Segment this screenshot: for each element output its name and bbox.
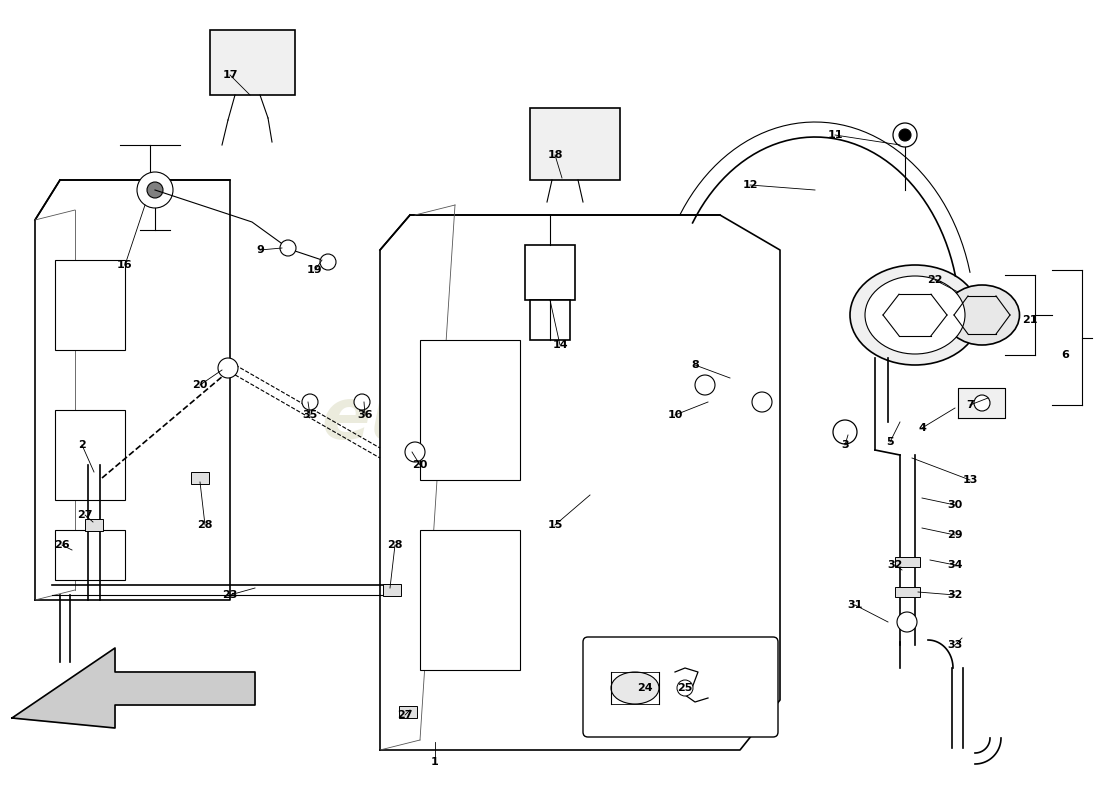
Polygon shape xyxy=(379,215,780,750)
Text: 8: 8 xyxy=(691,360,698,370)
Bar xyxy=(530,108,620,180)
Circle shape xyxy=(147,182,163,198)
Text: 32: 32 xyxy=(888,560,903,570)
Polygon shape xyxy=(35,180,230,600)
Text: 30: 30 xyxy=(947,500,962,510)
Text: 20: 20 xyxy=(192,380,208,390)
Text: 24: 24 xyxy=(637,683,652,693)
Circle shape xyxy=(138,172,173,208)
Circle shape xyxy=(218,358,238,378)
Text: 1: 1 xyxy=(431,757,439,767)
Ellipse shape xyxy=(850,265,980,365)
Bar xyxy=(191,472,209,484)
Circle shape xyxy=(405,442,425,462)
Text: 26: 26 xyxy=(54,540,69,550)
Circle shape xyxy=(893,123,917,147)
Text: 6: 6 xyxy=(1062,350,1069,360)
Text: 3: 3 xyxy=(842,440,849,450)
Text: 25: 25 xyxy=(678,683,693,693)
Text: 10: 10 xyxy=(668,410,683,420)
FancyBboxPatch shape xyxy=(583,637,778,737)
Text: 31: 31 xyxy=(847,600,862,610)
Text: 33: 33 xyxy=(947,640,962,650)
Text: 7: 7 xyxy=(966,400,974,410)
Circle shape xyxy=(302,394,318,410)
Polygon shape xyxy=(958,388,1005,418)
Bar xyxy=(383,584,402,596)
Text: 28: 28 xyxy=(197,520,212,530)
Ellipse shape xyxy=(945,285,1020,345)
Text: 5: 5 xyxy=(887,437,894,447)
Circle shape xyxy=(676,680,693,696)
Bar xyxy=(420,340,520,480)
Text: 13: 13 xyxy=(962,475,978,485)
Text: 18: 18 xyxy=(548,150,563,160)
Text: 2: 2 xyxy=(78,440,86,450)
Circle shape xyxy=(354,394,370,410)
Circle shape xyxy=(974,395,990,411)
Text: 4: 4 xyxy=(918,423,926,433)
Text: 32: 32 xyxy=(947,590,962,600)
Text: 29: 29 xyxy=(947,530,962,540)
Text: 34: 34 xyxy=(947,560,962,570)
Polygon shape xyxy=(12,648,255,728)
Circle shape xyxy=(896,612,917,632)
Text: 20: 20 xyxy=(412,460,428,470)
Text: 22: 22 xyxy=(927,275,943,285)
Circle shape xyxy=(752,392,772,412)
Ellipse shape xyxy=(610,672,659,704)
Text: 28: 28 xyxy=(387,540,403,550)
Text: 17: 17 xyxy=(222,70,238,80)
Text: 9: 9 xyxy=(256,245,264,255)
Circle shape xyxy=(280,240,296,256)
Circle shape xyxy=(899,129,911,141)
Bar xyxy=(525,245,575,300)
Text: 12: 12 xyxy=(742,180,758,190)
Text: 11: 11 xyxy=(827,130,843,140)
Bar xyxy=(55,410,125,500)
Bar xyxy=(894,587,920,597)
Text: 36: 36 xyxy=(358,410,373,420)
Text: 35: 35 xyxy=(302,410,318,420)
Text: a passion for parts: a passion for parts xyxy=(433,478,667,502)
Bar xyxy=(55,260,125,350)
Circle shape xyxy=(695,375,715,395)
Text: 23: 23 xyxy=(222,590,238,600)
Bar xyxy=(420,530,520,670)
Text: 19: 19 xyxy=(307,265,322,275)
Bar xyxy=(210,30,295,95)
Text: 15: 15 xyxy=(548,520,563,530)
Text: 27: 27 xyxy=(77,510,92,520)
Bar xyxy=(530,300,570,340)
Text: 14: 14 xyxy=(552,340,568,350)
Ellipse shape xyxy=(865,276,965,354)
Bar xyxy=(85,519,103,531)
Circle shape xyxy=(833,420,857,444)
Text: eurospares: eurospares xyxy=(321,386,779,454)
Text: 27: 27 xyxy=(397,710,412,720)
Bar xyxy=(894,557,920,567)
Text: 16: 16 xyxy=(118,260,133,270)
Circle shape xyxy=(320,254,336,270)
Bar xyxy=(399,706,417,718)
Bar xyxy=(55,530,125,580)
Text: 21: 21 xyxy=(1022,315,1037,325)
